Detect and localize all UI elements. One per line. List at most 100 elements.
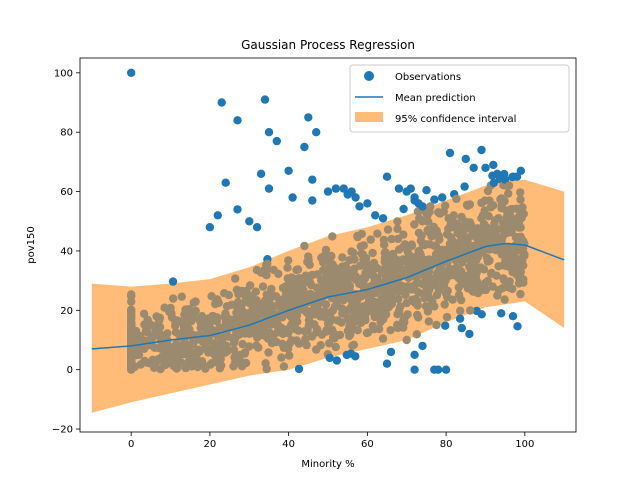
scatter-point — [127, 334, 136, 343]
scatter-point — [413, 310, 422, 320]
scatter-point — [371, 288, 380, 298]
scatter-point — [263, 259, 272, 268]
x-axis-ticks: 0 20 40 60 80 100 — [128, 432, 534, 450]
scatter-point-outlier — [127, 365, 136, 374]
scatter-point — [163, 329, 172, 338]
scatter-point — [494, 262, 503, 271]
scatter-point — [262, 271, 271, 280]
scatter-point — [236, 327, 245, 337]
scatter-point — [389, 287, 398, 296]
mean-line-layer — [91, 242, 565, 350]
scatter-point — [196, 323, 205, 332]
scatter-point-outlier — [516, 166, 526, 175]
scatter-point — [377, 294, 386, 303]
scatter-point — [211, 299, 220, 309]
scatter-point — [427, 232, 436, 241]
y-tick-label: 60 — [60, 187, 73, 198]
scatter-point — [280, 285, 290, 294]
scatter-point-outlier — [493, 169, 502, 178]
scatter-point — [212, 316, 221, 326]
scatter-point-outlier — [500, 175, 510, 184]
scatter-point — [394, 245, 404, 254]
scatter-point-outlier — [418, 217, 427, 226]
scatter-point — [258, 282, 268, 291]
scatter-point — [337, 283, 347, 292]
scatter-point — [231, 274, 240, 283]
scatter-point — [500, 261, 509, 270]
scatter-point — [256, 302, 266, 311]
scatter-point — [394, 294, 403, 304]
scatter-point — [505, 243, 514, 252]
scatter-point-outlier — [386, 347, 396, 357]
scatter-point — [488, 282, 497, 291]
scatter-point-outlier — [300, 142, 309, 152]
scatter-point-outlier — [402, 335, 411, 345]
scatter-point — [413, 301, 422, 310]
scatter-point — [189, 298, 198, 307]
scatter-point — [353, 326, 362, 335]
scatter-point — [272, 301, 282, 310]
scatter-point-outlier — [134, 350, 144, 359]
scatter-point — [479, 247, 488, 256]
scatter-point — [299, 297, 308, 306]
x-tick-label: 60 — [361, 439, 374, 450]
scatter-point-outlier — [477, 145, 486, 155]
scatter-point-outlier — [457, 323, 466, 333]
scatter-point-outlier — [414, 199, 423, 208]
scatter-point — [227, 300, 236, 309]
scatter-point — [241, 358, 251, 368]
legend-label-confidence: 95% confidence interval — [395, 114, 516, 125]
scatter-point — [181, 363, 190, 373]
scatter-point — [337, 318, 346, 327]
scatter-point — [191, 306, 200, 315]
scatter-point — [281, 303, 290, 312]
scatter-point-outlier — [288, 193, 297, 202]
scatter-point — [282, 327, 292, 336]
y-axis-label: pov150 — [26, 226, 37, 263]
scatter-point — [386, 299, 395, 309]
scatter-point — [165, 307, 174, 317]
scatter-point-outlier — [371, 211, 380, 220]
scatter-point-outlier — [516, 276, 526, 285]
scatter-point — [486, 269, 496, 278]
scatter-point — [127, 309, 136, 319]
scatter-point — [458, 277, 468, 286]
scatter-point — [242, 293, 251, 302]
scatter-layer — [127, 68, 529, 374]
scatter-point — [432, 290, 442, 300]
scatter-point — [284, 256, 293, 265]
scatter-point — [501, 221, 510, 230]
scatter-point — [356, 242, 365, 251]
scatter-point — [184, 357, 194, 366]
scatter-point — [325, 339, 334, 348]
scatter-point-outlier — [233, 116, 242, 125]
scatter-point — [380, 240, 389, 249]
legend-box — [349, 64, 570, 133]
plot-area — [91, 68, 565, 413]
scatter-point — [187, 317, 196, 326]
scatter-point-outlier — [351, 193, 360, 202]
scatter-point-outlier — [410, 365, 419, 374]
scatter-point-outlier — [508, 312, 518, 321]
scatter-point — [305, 319, 314, 328]
scatter-point — [229, 362, 238, 371]
scatter-point — [172, 339, 181, 349]
scatter-point — [366, 235, 375, 244]
scatter-point — [465, 329, 474, 339]
scatter-point-outlier — [382, 172, 392, 181]
scatter-point — [238, 339, 247, 349]
scatter-point — [127, 347, 136, 357]
scatter-point — [418, 240, 427, 249]
scatter-point — [171, 321, 180, 330]
scatter-point — [168, 277, 178, 286]
scatter-point-outlier — [166, 356, 175, 365]
scatter-point-outlier — [304, 113, 313, 122]
scatter-point — [156, 365, 165, 374]
scatter-point — [456, 306, 465, 315]
scatter-point — [294, 364, 304, 374]
scatter-point — [235, 356, 244, 365]
scatter-point — [402, 298, 411, 308]
scatter-point-outlier — [213, 211, 222, 220]
scatter-point — [469, 268, 479, 277]
scatter-point — [286, 311, 295, 321]
